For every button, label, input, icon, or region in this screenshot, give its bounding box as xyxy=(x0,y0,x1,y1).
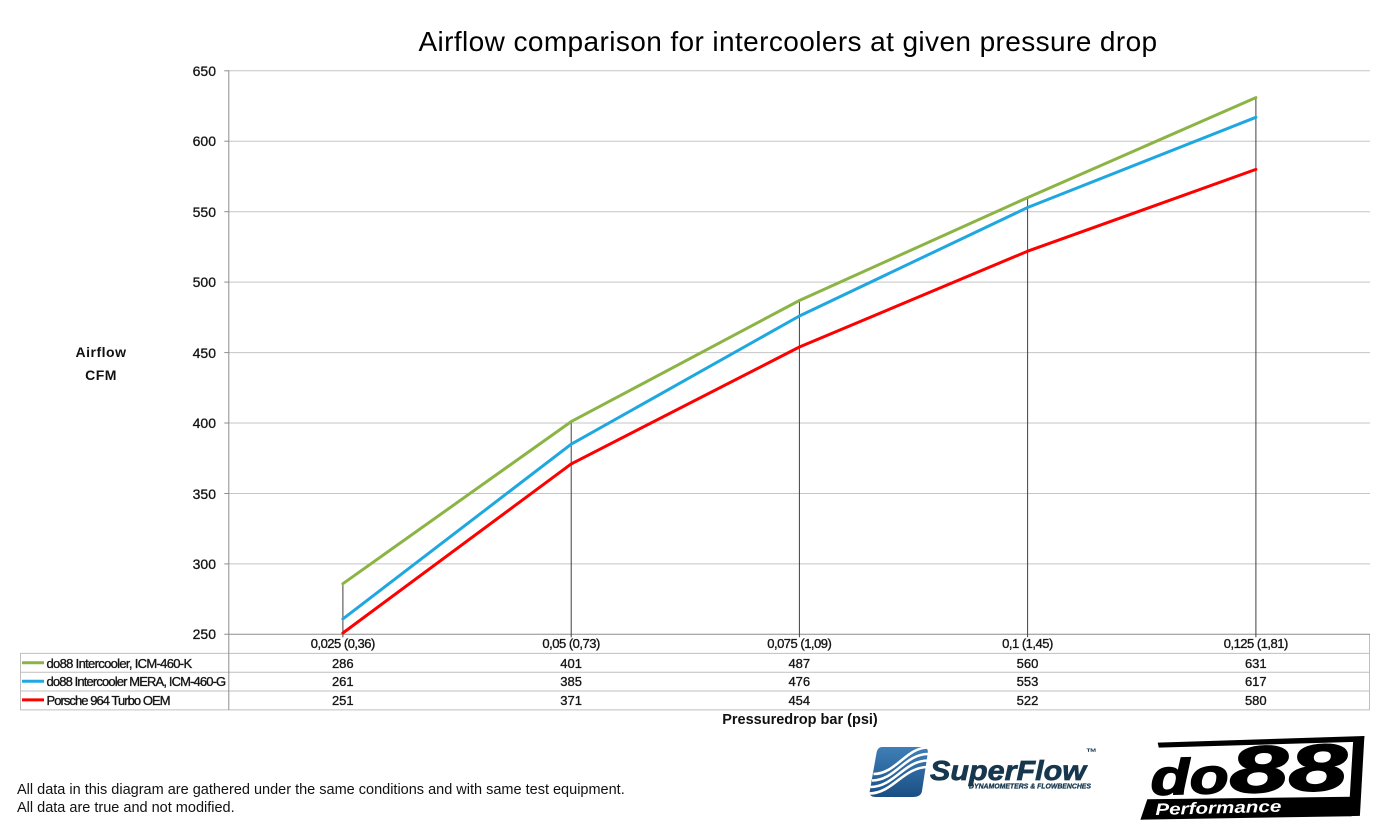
svg-text:™: ™ xyxy=(1086,747,1097,759)
svg-text:Performance: Performance xyxy=(1155,798,1281,819)
svg-text:SuperFlow: SuperFlow xyxy=(930,755,1088,786)
svg-text:88: 88 xyxy=(1228,730,1348,807)
svg-text:do: do xyxy=(1150,748,1229,806)
svg-text:DYNAMOMETERS & FLOWBENCHES: DYNAMOMETERS & FLOWBENCHES xyxy=(969,782,1091,791)
